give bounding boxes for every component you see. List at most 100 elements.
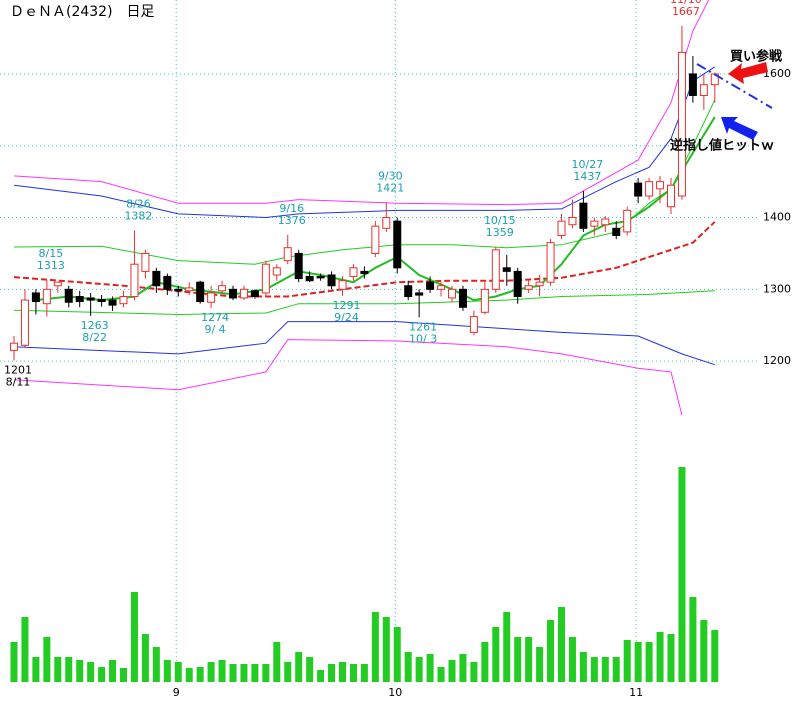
candle-body: [272, 267, 281, 276]
volume-panel: [10, 467, 719, 682]
volume-bar: [185, 668, 193, 682]
x-tick-label: 9: [173, 686, 180, 699]
candle-body: [415, 292, 424, 296]
candle-body: [86, 297, 95, 301]
volume-bar: [141, 634, 149, 682]
volume-bar: [273, 642, 281, 682]
label-value: 1263: [81, 319, 109, 332]
candle-body: [677, 51, 686, 197]
volume-bar: [579, 652, 587, 682]
candle-body: [568, 217, 577, 226]
label-date: 9/24: [334, 311, 359, 324]
volume-bar: [152, 647, 160, 682]
volume-bar: [601, 657, 609, 682]
candle-body: [53, 281, 62, 287]
volume-bar: [328, 664, 336, 682]
label-value: 1291: [333, 299, 361, 312]
label-date: 8/11: [6, 375, 31, 388]
volume-bar: [612, 657, 620, 682]
volume-bar: [382, 617, 390, 682]
grid: 1200 1300 1400 1600 9 10 11: [0, 0, 791, 699]
label-value: 1382: [124, 209, 152, 222]
label-date: 9/30: [378, 169, 403, 182]
volume-bar: [689, 597, 697, 682]
candle-body: [229, 288, 237, 299]
candle-body: [699, 84, 708, 96]
candle-body: [119, 296, 128, 305]
candle-body: [688, 73, 697, 96]
volume-bar: [295, 652, 303, 682]
candle-body: [294, 252, 303, 280]
volume-bar: [207, 662, 215, 682]
volume-bar: [634, 642, 642, 682]
volume-bar: [470, 662, 478, 682]
volume-bar: [43, 637, 51, 682]
x-tick-label: 10: [388, 686, 402, 699]
candle-body: [458, 288, 467, 308]
candle-body: [218, 285, 227, 292]
candles: [10, 25, 719, 361]
label-value: 1437: [573, 170, 601, 183]
label-date: 8/26: [126, 197, 151, 210]
volume-bar: [492, 627, 500, 682]
red-arrow: [728, 62, 768, 84]
volume-bar: [262, 664, 270, 682]
candle-body: [546, 242, 555, 283]
volume-bar: [218, 660, 226, 682]
candle-body: [207, 292, 216, 303]
label-date: 8/15: [38, 247, 63, 260]
volume-bar: [525, 637, 533, 682]
candle-body: [393, 220, 402, 269]
candle-body: [64, 288, 73, 303]
label-value: 1421: [376, 181, 404, 194]
volume-bar: [65, 657, 73, 682]
label-value: 1201: [4, 363, 32, 376]
candle-body: [557, 220, 566, 236]
chart-title: ＤｅＮＡ(2432) 日足: [10, 4, 155, 20]
candle-body: [590, 220, 599, 227]
candle-body: [152, 270, 161, 287]
candle-body: [612, 227, 621, 236]
candle-body: [174, 288, 183, 292]
volume-bar: [645, 642, 653, 682]
volume-bar: [54, 657, 62, 682]
volume-bar: [536, 647, 544, 682]
volume-bar: [98, 667, 106, 682]
candle-body: [31, 292, 40, 303]
volume-bar: [120, 668, 127, 682]
candle-body: [261, 263, 270, 294]
candle-body: [426, 281, 435, 290]
volume-bar: [459, 654, 467, 682]
y-tick-label: 1300: [763, 282, 791, 295]
candle-body: [10, 342, 18, 351]
label-date: 9/ 4: [204, 323, 225, 336]
candle-body: [360, 270, 369, 275]
volume-bar: [448, 660, 456, 682]
candle-body: [513, 270, 522, 298]
candle-body: [349, 267, 358, 277]
volume-bar: [568, 637, 576, 682]
candle-body: [283, 247, 292, 262]
volume-bar: [623, 640, 631, 682]
candle-body: [97, 298, 106, 303]
volume-bar: [76, 660, 84, 682]
volume-bar: [360, 664, 368, 682]
candle-body: [305, 275, 314, 282]
y-tick-label: 1600: [763, 67, 791, 80]
candle-body: [108, 299, 117, 306]
candle-body: [196, 281, 205, 303]
candle-body: [250, 290, 259, 298]
candle-body: [338, 280, 347, 290]
volume-bar: [547, 620, 555, 682]
label-value: 1376: [278, 214, 306, 227]
volume-bar: [284, 662, 292, 682]
trend-line: [696, 63, 773, 109]
volume-bar: [371, 612, 379, 682]
label-value: 1261: [409, 320, 437, 333]
label-value: 1274: [201, 311, 229, 324]
candle-body: [491, 249, 500, 290]
y-tick-label: 1200: [763, 354, 791, 367]
volume-bar: [87, 662, 95, 682]
